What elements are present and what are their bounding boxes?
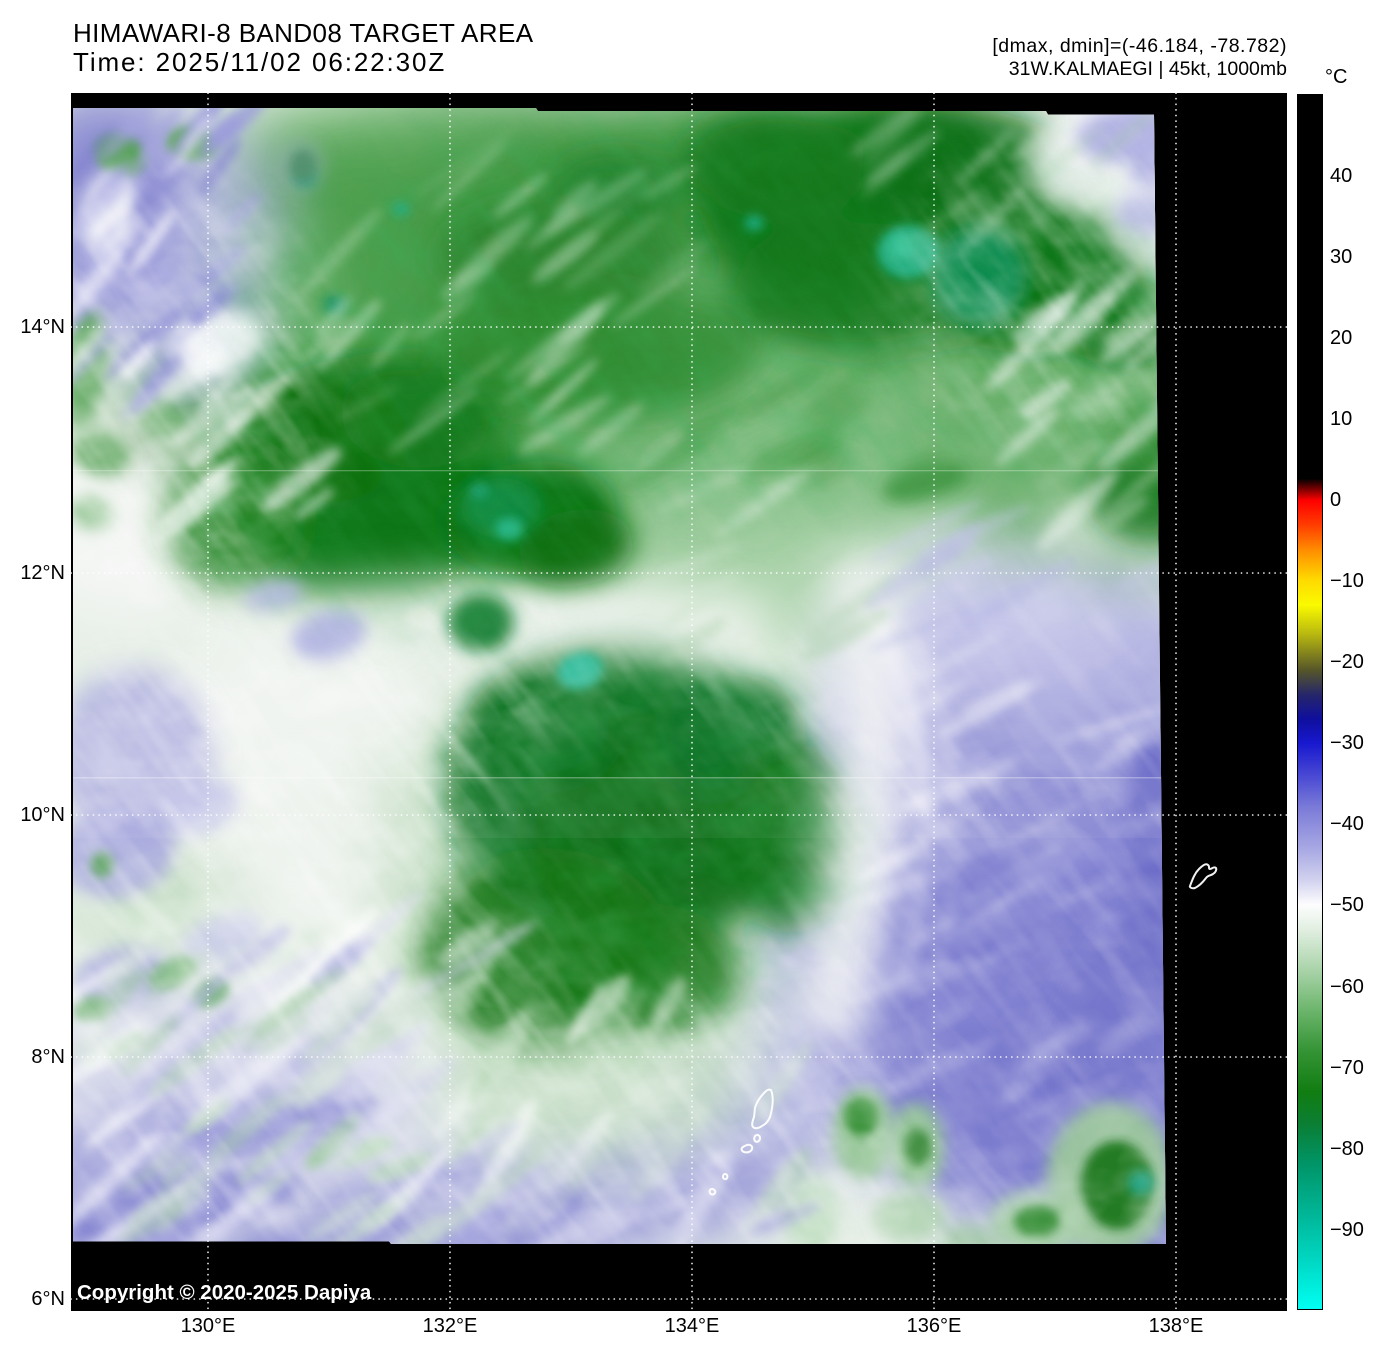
svg-text:Copyright © 2020-2025 Dapiya: Copyright © 2020-2025 Dapiya xyxy=(77,1281,372,1304)
